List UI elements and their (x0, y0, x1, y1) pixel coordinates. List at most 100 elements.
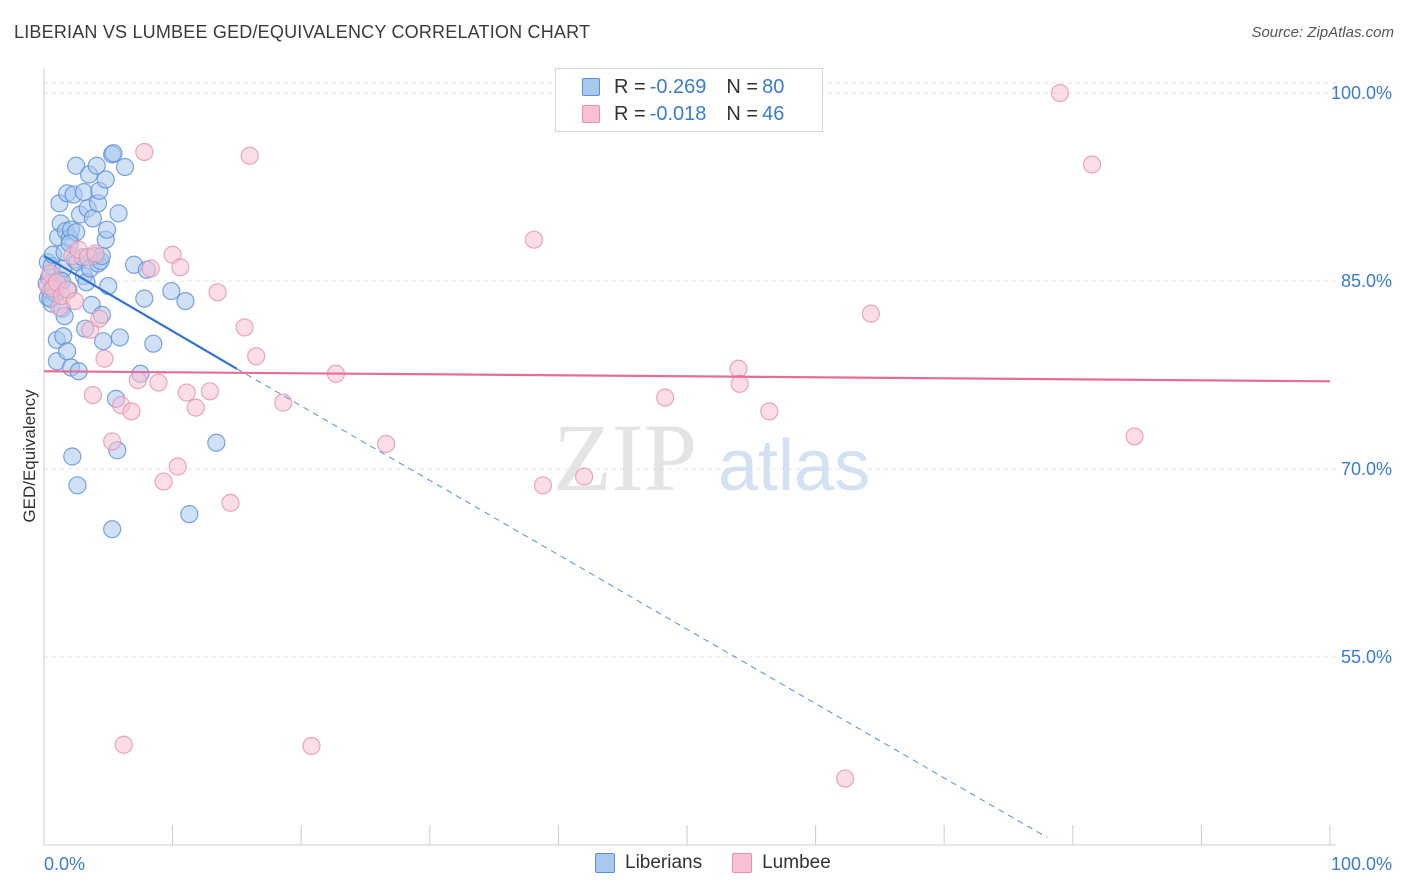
lumbee-point (274, 393, 293, 412)
liberians-point (54, 327, 73, 346)
lumbee-point (533, 476, 553, 495)
liberians-point (207, 433, 226, 452)
series-legend: Liberians Lumbee (595, 852, 861, 874)
liberians-point (96, 170, 115, 189)
liberians-trend-extension (236, 368, 1048, 838)
lumbee-point (524, 230, 544, 249)
lumbee-point (730, 374, 749, 393)
lumbee-point (1082, 155, 1102, 174)
liberians-point (176, 292, 195, 311)
label-layer: 55.0% 70.0% 85.0% 100.0% 0.0% 100.0% GED/Equiv… (20, 83, 1392, 874)
liberians-point (68, 476, 87, 495)
watermark-zip: ZIP (553, 404, 697, 511)
lumbee-point (103, 432, 122, 451)
lumbee-point (221, 493, 240, 512)
lumbee-point (186, 398, 205, 417)
liberians-point (135, 289, 154, 308)
y-axis-label: GED/Equivalency (20, 389, 39, 523)
liberians-swatch (582, 78, 600, 96)
liberians-point (83, 209, 102, 228)
chart-title: LIBERIAN VS LUMBEE GED/EQUIVALENCY CORRE… (14, 22, 591, 42)
lumbee-point (171, 258, 190, 277)
lumbee-point (95, 349, 114, 368)
liberians-point (103, 520, 122, 539)
legend-n-label: N = (726, 75, 759, 98)
lumbee-point (302, 736, 321, 756)
liberians-legend-label: Liberians (625, 852, 703, 873)
legend-r-label: R = (614, 102, 646, 125)
lumbee-point (208, 283, 227, 302)
liberians-point (109, 204, 128, 223)
lumbee-point (1050, 83, 1070, 103)
legend-row-lumbee: R = -0.018 N = 46 (582, 102, 784, 126)
liberians-point (180, 505, 199, 524)
liberians-point (162, 281, 181, 301)
lumbee-legend-swatch (732, 853, 753, 873)
lumbee-point (836, 769, 855, 788)
legend-row-liberians: R = -0.269 N = 80 (582, 75, 784, 99)
legend-item-lumbee[interactable]: Lumbee (732, 852, 831, 874)
lumbee-point (114, 735, 133, 754)
grid-layer (44, 82, 1336, 658)
legend-r-value: -0.018 (649, 102, 707, 125)
axis-layer (43, 68, 1336, 846)
lumbee-point (376, 434, 396, 454)
lumbee-point (86, 244, 105, 263)
lumbee-legend-label: Lumbee (762, 852, 831, 873)
y-tick-label: 70.0% (1341, 459, 1392, 479)
lumbee-point (168, 457, 187, 476)
lumbee-trend-line (43, 370, 1331, 383)
lumbee-point (575, 467, 594, 486)
correlation-legend: R = -0.269 N = 80 R = -0.018 N = 46 (555, 68, 823, 132)
y-tick-label: 85.0% (1341, 271, 1392, 291)
lumbee-point (235, 318, 254, 337)
points-layer (37, 83, 1144, 788)
lumbee-point (65, 292, 84, 311)
liberians-point (115, 157, 135, 177)
x-tick-label: 100.0% (1331, 854, 1392, 874)
liberians-point (104, 144, 123, 163)
lumbee-point (656, 388, 675, 407)
liberians-point (58, 342, 77, 361)
legend-n-value: 80 (762, 75, 785, 98)
liberians-trend-line (43, 255, 238, 370)
lumbee-point (135, 142, 154, 162)
legend-item-liberians[interactable]: Liberians (595, 852, 702, 874)
lumbee-point (154, 472, 173, 491)
lumbee-point (729, 359, 748, 378)
lumbee-point (149, 373, 168, 392)
liberians-point (87, 156, 106, 175)
lumbee-point (141, 259, 160, 278)
liberians-point (67, 156, 86, 175)
liberians-point (97, 220, 117, 239)
legend-r-value: -0.269 (649, 75, 707, 98)
x-tick-label: 0.0% (44, 854, 85, 874)
source-label: Source: ZipAtlas.com (1251, 24, 1394, 41)
legend-r-label: R = (614, 75, 646, 98)
legend-n-label: N = (726, 102, 759, 125)
watermark: ZIP atlas (553, 404, 870, 511)
lumbee-point (247, 347, 266, 366)
lumbee-point (861, 304, 880, 323)
liberians-point (144, 334, 163, 353)
lumbee-point (177, 383, 196, 402)
liberians-point (110, 328, 129, 347)
liberians-point (63, 447, 82, 466)
lumbee-point (122, 402, 141, 421)
lumbee-point (1125, 427, 1144, 446)
lumbee-point (83, 385, 102, 405)
liberians-point (74, 182, 93, 202)
lumbee-point (128, 370, 147, 390)
y-tick-label: 55.0% (1341, 647, 1392, 667)
trend-layer (43, 255, 1331, 838)
legend-n-value: 46 (762, 102, 785, 125)
lumbee-point (90, 309, 109, 328)
watermark-atlas: atlas (718, 426, 870, 506)
liberians-legend-swatch (595, 853, 615, 873)
lumbee-point (200, 382, 219, 401)
lumbee-swatch (582, 105, 600, 123)
y-tick-label: 100.0% (1331, 83, 1392, 103)
liberians-point (99, 276, 118, 296)
lumbee-point (240, 146, 259, 165)
